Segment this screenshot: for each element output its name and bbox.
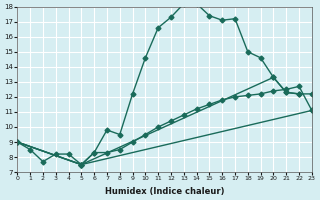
X-axis label: Humidex (Indice chaleur): Humidex (Indice chaleur) [105,187,224,196]
